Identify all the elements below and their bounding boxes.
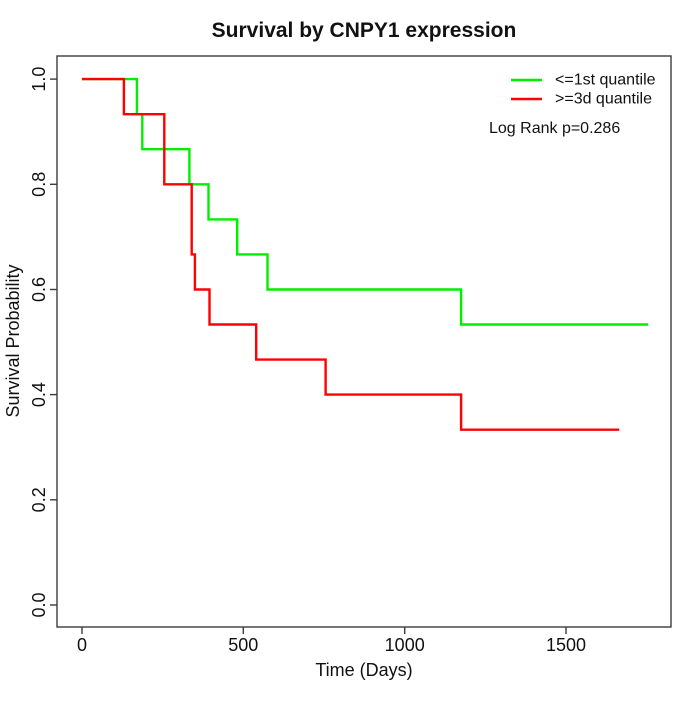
log-rank-pvalue: Log Rank p=0.286	[489, 120, 620, 137]
plot-box	[56, 55, 672, 628]
x-tick-label: 1000	[385, 635, 425, 655]
y-axis: 0.0 0.2 0.4 0.6 0.8 1.0	[29, 67, 57, 618]
x-axis: 0 500 1000 1500	[77, 627, 586, 655]
km-curve-third-quantile	[82, 77, 620, 431]
legend-label-first-quantile: <=1st quantile	[555, 72, 656, 89]
y-tick-label: 0.2	[29, 487, 49, 512]
y-tick-label: 0.8	[29, 172, 49, 197]
y-axis-label: Survival Probability	[3, 264, 23, 417]
x-tick-label: 1500	[546, 635, 586, 655]
legend: <=1st quantile >=3d quantile Log Rank p=…	[489, 72, 656, 138]
km-curve-first-quantile	[82, 77, 649, 326]
legend-label-third-quantile: >=3d quantile	[555, 91, 652, 108]
x-tick-label: 0	[77, 635, 87, 655]
y-tick-label: 1.0	[29, 67, 49, 92]
y-tick-label: 0.4	[29, 382, 49, 407]
x-tick-label: 500	[228, 635, 258, 655]
chart-title: Survival by CNPY1 expression	[212, 19, 517, 42]
x-axis-label: Time (Days)	[315, 660, 412, 680]
curves-layer	[82, 77, 649, 431]
y-tick-label: 0.0	[29, 592, 49, 617]
y-tick-label: 0.6	[29, 277, 49, 302]
